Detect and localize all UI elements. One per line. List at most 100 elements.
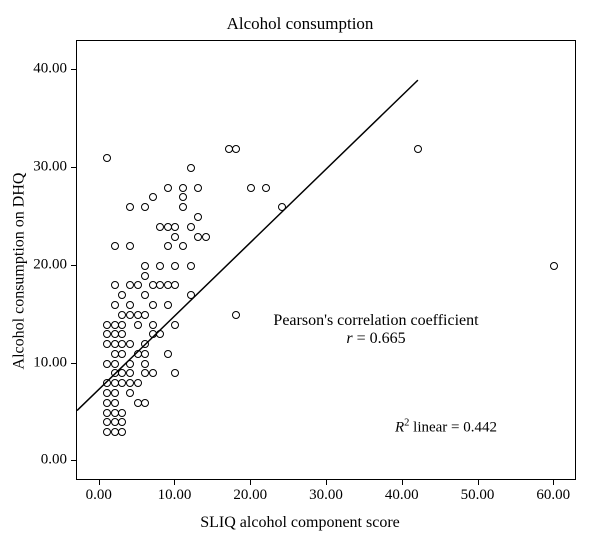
data-point [141,311,149,319]
data-point [171,281,179,289]
data-point [187,262,195,270]
y-tick [71,265,76,266]
data-point [141,399,149,407]
data-point [164,301,172,309]
data-point [134,379,142,387]
y-tick-label: 0.00 [41,452,67,469]
plot-area [76,40,576,480]
data-point [187,291,195,299]
x-tick-label: 30.00 [309,487,343,504]
data-point [149,193,157,201]
x-tick [250,480,251,485]
data-point [278,203,286,211]
data-point [194,213,202,221]
data-point [179,193,187,201]
y-tick-label: 30.00 [33,159,67,176]
data-point [103,154,111,162]
data-point [141,272,149,280]
pearson-line2: r = 0.665 [273,330,478,348]
y-tick [71,363,76,364]
data-point [126,389,134,397]
pearson-annotation: Pearson's correlation coefficientr = 0.6… [273,312,478,348]
data-point [187,164,195,172]
data-point [141,340,149,348]
data-point [111,360,119,368]
data-point [118,291,126,299]
data-point [164,350,172,358]
data-point [179,184,187,192]
chart-title: Alcohol consumption [0,14,600,34]
y-tick-label: 20.00 [33,256,67,273]
data-point [262,184,270,192]
data-point [202,233,210,241]
x-tick [174,480,175,485]
data-point [149,369,157,377]
data-point [247,184,255,192]
data-point [194,184,202,192]
data-point [141,262,149,270]
data-point [126,203,134,211]
x-tick [99,480,100,485]
data-point [232,145,240,153]
x-tick-label: 50.00 [461,487,495,504]
pearson-line1: Pearson's correlation coefficient [273,312,478,330]
data-point [126,301,134,309]
data-point [141,291,149,299]
data-point [171,321,179,329]
x-tick [326,480,327,485]
data-point [111,389,119,397]
data-point [179,203,187,211]
data-point [171,262,179,270]
data-point [187,223,195,231]
r2-annotation: R2 linear = 0.442 [395,418,497,437]
data-point [118,409,126,417]
x-axis-label: SLIQ alcohol component score [0,514,600,532]
x-tick-label: 60.00 [536,487,570,504]
data-point [134,321,142,329]
data-point [118,330,126,338]
data-point [118,350,126,358]
data-point [164,184,172,192]
data-point [149,321,157,329]
y-axis-label: Alcohol consumption on DHQ [11,173,29,370]
x-tick [402,480,403,485]
data-point [111,301,119,309]
data-point [111,242,119,250]
trendline [77,41,577,481]
data-point [126,360,134,368]
data-point [232,311,240,319]
data-point [164,242,172,250]
data-point [149,301,157,309]
data-point [134,281,142,289]
data-point [118,428,126,436]
data-point [111,399,119,407]
data-point [118,418,126,426]
y-tick-label: 10.00 [33,354,67,371]
y-tick-label: 40.00 [33,61,67,78]
scatter-chart: Alcohol consumption Alcohol consumption … [0,0,600,542]
data-point [118,321,126,329]
data-point [550,262,558,270]
data-point [179,242,187,250]
x-tick-label: 40.00 [385,487,419,504]
x-tick [553,480,554,485]
data-point [141,360,149,368]
data-point [171,223,179,231]
y-tick [71,460,76,461]
data-point [126,369,134,377]
y-tick [71,69,76,70]
data-point [156,330,164,338]
data-point [126,340,134,348]
data-point [414,145,422,153]
x-tick-label: 0.00 [86,487,112,504]
data-point [156,262,164,270]
data-point [171,369,179,377]
data-point [171,233,179,241]
data-point [126,242,134,250]
x-tick-label: 20.00 [233,487,267,504]
y-tick [71,167,76,168]
x-tick [478,480,479,485]
x-tick-label: 10.00 [158,487,192,504]
data-point [141,350,149,358]
data-point [141,203,149,211]
